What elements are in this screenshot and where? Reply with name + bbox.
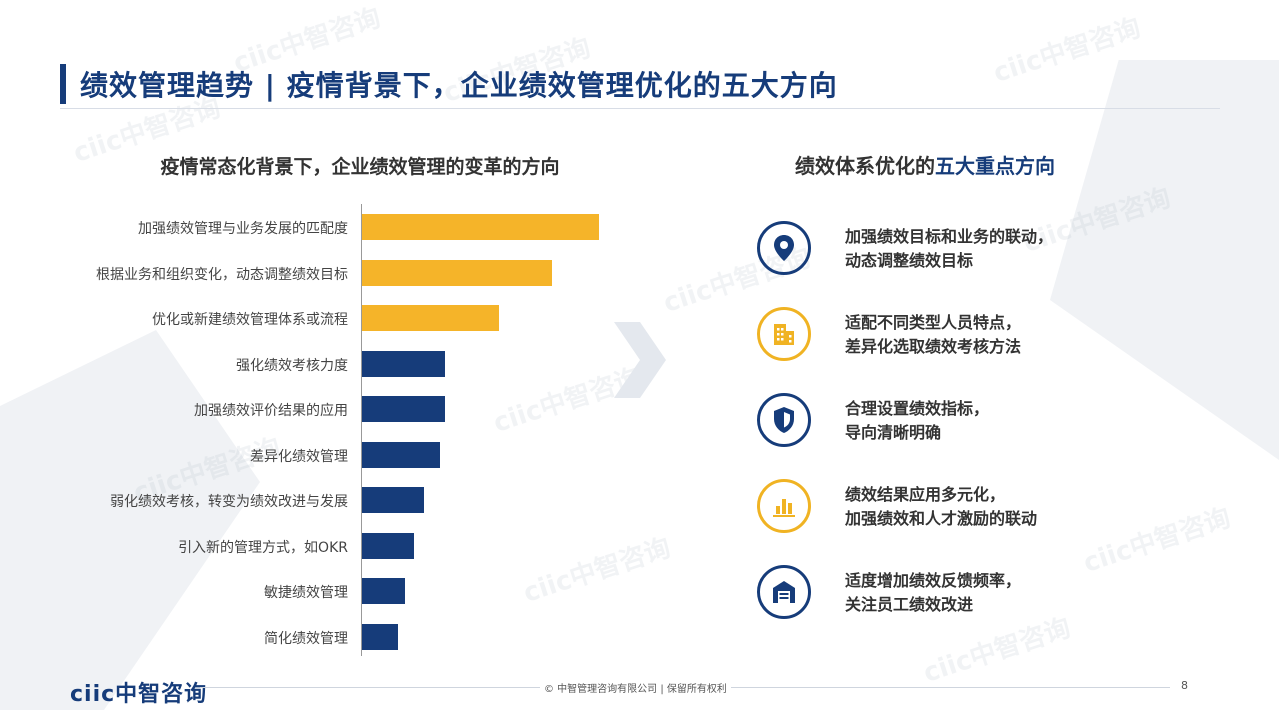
bar-chart-icon xyxy=(757,479,811,533)
direction-line: 动态调整绩效目标 xyxy=(845,251,974,270)
bar xyxy=(362,259,552,286)
direction-text-4: 绩效结果应用多元化， 加强绩效和人才激励的联动 xyxy=(845,483,1037,531)
company-logo: ciic中智咨询 xyxy=(70,682,208,707)
direction-line: 适配不同类型人员特点， xyxy=(845,313,1022,332)
location-pin-icon xyxy=(757,221,811,275)
direction-text-1: 加强绩效目标和业务的联动， 动态调整绩效目标 xyxy=(845,225,1053,273)
bar xyxy=(362,441,441,468)
direction-text-3: 合理设置绩效指标， 导向清晰明确 xyxy=(845,397,989,445)
chart-heading: 疫情常态化背景下，企业绩效管理的变革的方向 xyxy=(160,156,560,178)
bar-label: 弱化绩效考核，转变为绩效改进与发展 xyxy=(110,494,348,510)
bar-label: 加强绩效评价结果的应用 xyxy=(194,403,348,419)
directions-heading-highlight: 五大重点方向 xyxy=(935,154,1055,178)
bar xyxy=(362,578,405,604)
bg-shape-left xyxy=(0,330,260,710)
bar-label: 简化绩效管理 xyxy=(264,630,348,647)
direction-line: 导向清晰明确 xyxy=(845,423,942,442)
bar xyxy=(362,487,424,513)
warehouse-icon xyxy=(757,565,811,619)
chart-axis xyxy=(361,204,362,656)
direction-line: 差异化选取绩效考核方法 xyxy=(845,337,1022,356)
direction-item-3: 合理设置绩效指标， 导向清晰明确 xyxy=(757,393,1237,453)
direction-item-2: 适配不同类型人员特点， 差异化选取绩效考核方法 xyxy=(757,307,1237,367)
copyright-text: © 中智管理咨询有限公司 | 保留所有权利 xyxy=(540,680,731,695)
title-divider xyxy=(60,108,1220,109)
direction-item-4: 绩效结果应用多元化， 加强绩效和人才激励的联动 xyxy=(757,479,1237,539)
bar-label: 引入新的管理方式，如OKR xyxy=(178,539,348,556)
bar-label: 强化绩效考核力度 xyxy=(236,357,348,374)
direction-item-5: 适度增加绩效反馈频率， 关注员工绩效改进 xyxy=(757,565,1237,625)
direction-line: 关注员工绩效改进 xyxy=(845,595,974,614)
direction-line: 加强绩效和人才激励的联动 xyxy=(845,509,1038,528)
bar-label: 优化或新建绩效管理体系或流程 xyxy=(152,312,348,328)
bar xyxy=(362,214,599,240)
bar-label: 敏捷绩效管理 xyxy=(264,585,348,601)
direction-line: 适度增加绩效反馈频率， xyxy=(845,571,1022,590)
directions-heading: 绩效体系优化的五大重点方向 xyxy=(740,150,1110,179)
bar xyxy=(362,350,445,377)
direction-line: 加强绩效目标和业务的联动， xyxy=(845,227,1054,246)
direction-text-2: 适配不同类型人员特点， 差异化选取绩效考核方法 xyxy=(845,311,1021,359)
bar-label: 根据业务和组织变化，动态调整绩效目标 xyxy=(96,266,348,283)
title-bar: 绩效管理趋势 | 疫情背景下，企业绩效管理优化的五大方向 xyxy=(60,60,1220,108)
bar-label: 差异化绩效管理 xyxy=(250,448,348,465)
directions-heading-prefix: 绩效体系优化的 xyxy=(795,154,935,178)
direction-item-1: 加强绩效目标和业务的联动， 动态调整绩效目标 xyxy=(757,221,1237,281)
bar-label: 加强绩效管理与业务发展的匹配度 xyxy=(138,221,348,237)
title-accent xyxy=(60,64,66,104)
bar xyxy=(362,305,500,331)
page-number: 8 xyxy=(1181,679,1188,692)
direction-line: 合理设置绩效指标， xyxy=(845,399,990,418)
bar xyxy=(362,623,398,650)
shield-icon xyxy=(757,393,811,447)
building-icon xyxy=(757,307,811,361)
direction-line: 绩效结果应用多元化， xyxy=(845,485,1006,504)
bar xyxy=(362,532,415,559)
chevron-right-icon xyxy=(614,322,666,398)
page-title: 绩效管理趋势 | 疫情背景下，企业绩效管理优化的五大方向 xyxy=(80,69,838,102)
bar xyxy=(362,396,445,422)
direction-text-5: 适度增加绩效反馈频率， 关注员工绩效改进 xyxy=(845,569,1021,617)
watermark: ciic中智咨询 xyxy=(519,533,675,609)
